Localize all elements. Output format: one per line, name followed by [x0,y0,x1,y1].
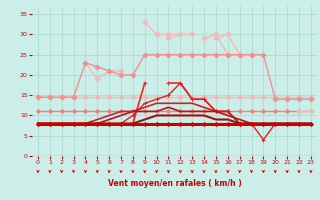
X-axis label: Vent moyen/en rafales ( km/h ): Vent moyen/en rafales ( km/h ) [108,179,241,188]
